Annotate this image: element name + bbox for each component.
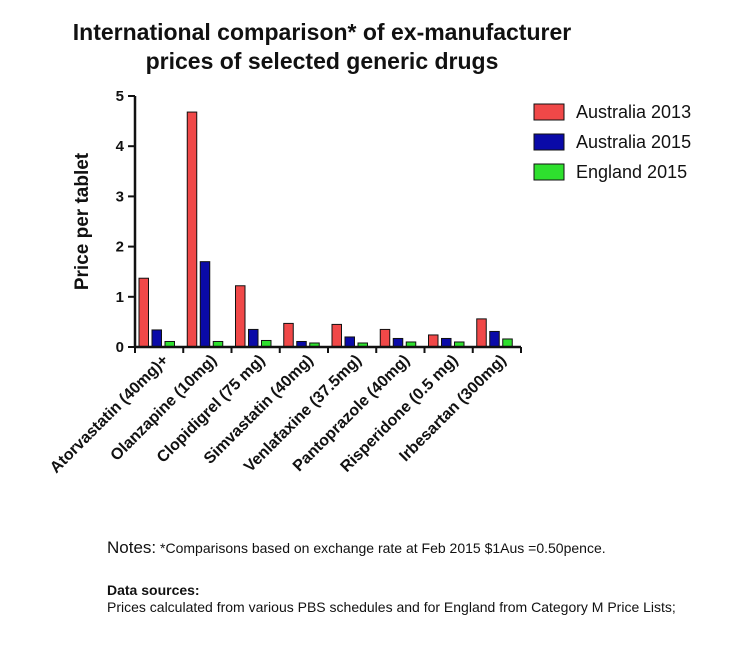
y-tick-label: 1 <box>116 289 124 306</box>
bar-1-4 <box>283 322 294 348</box>
bar-1-6 <box>379 328 391 348</box>
data-sources-text: Prices calculated from various PBS sched… <box>107 599 676 615</box>
legend-swatch-2 <box>533 133 565 151</box>
chart-title-line-2: prices of selected generic drugs <box>145 48 499 74</box>
y-tick-label: 3 <box>116 188 124 205</box>
bar-2-5 <box>344 336 355 348</box>
y-axis-label: Price per tablet <box>72 152 93 290</box>
notes: Notes: *Comparisons based on exchange ra… <box>107 538 606 558</box>
y-tick-label: 4 <box>116 138 125 155</box>
legend-swatch-1 <box>533 103 565 121</box>
bar-2-8 <box>489 330 500 348</box>
bar-1-5 <box>331 323 342 348</box>
y-tick-label: 0 <box>116 339 124 356</box>
bar-2-2 <box>199 261 211 348</box>
legend-label-3: England 2015 <box>576 162 687 182</box>
notes-text: *Comparisons based on exchange rate at F… <box>156 540 606 556</box>
y-tick-label: 5 <box>116 88 124 105</box>
bar-1-3 <box>235 285 246 348</box>
chart-title-line-1: International comparison* of ex-manufact… <box>72 19 572 45</box>
data-sources: Data sources: Prices calculated from var… <box>107 582 747 616</box>
bar-1-7 <box>428 334 439 348</box>
data-sources-heading: Data sources: <box>107 582 200 598</box>
bar-1-2 <box>186 111 198 348</box>
legend-label-1: Australia 2013 <box>576 102 691 122</box>
legend-swatch-3 <box>533 163 565 181</box>
bar-2-6 <box>392 337 404 348</box>
bar-1-8 <box>476 318 487 348</box>
bar-2-3 <box>248 328 259 348</box>
bar-2-7 <box>441 337 452 348</box>
bar-1-1 <box>138 277 149 348</box>
y-tick-label: 2 <box>116 239 124 256</box>
chart-title: International comparison* of ex-manufact… <box>0 18 644 76</box>
bars-group <box>138 111 513 348</box>
notes-label: Notes: <box>107 538 157 557</box>
legend-label-2: Australia 2015 <box>576 132 691 152</box>
legend: Australia 2013 Australia 2015 England 2015 <box>533 102 691 182</box>
bar-2-1 <box>151 329 162 348</box>
